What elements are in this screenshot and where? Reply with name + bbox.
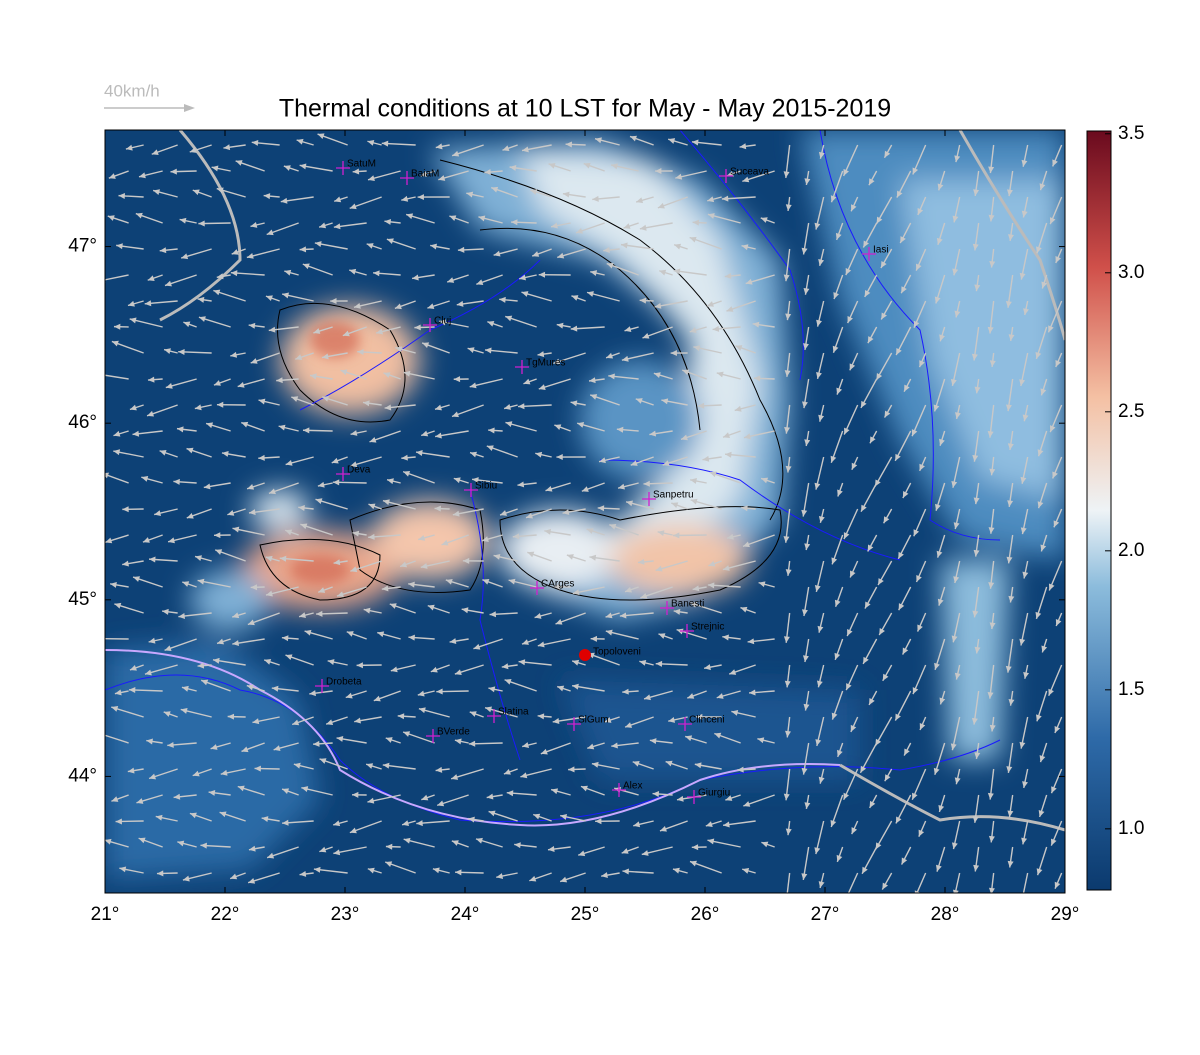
wind-arrowhead (784, 900, 790, 907)
map-area (95, 130, 1065, 906)
x-tick-label: 25° (571, 904, 600, 925)
colorbar (1087, 131, 1111, 890)
city-label: Drobeta (326, 677, 362, 688)
wind-arrowhead (96, 636, 102, 642)
wind-arrowhead (95, 372, 102, 378)
y-tick-label: 47° (68, 236, 97, 257)
x-tick-label: 29° (1051, 904, 1080, 925)
city-label: Slatina (498, 707, 529, 718)
x-tick-label: 27° (811, 904, 840, 925)
x-tick-label: 22° (211, 904, 240, 925)
y-tick-label: 46° (68, 412, 97, 433)
wind-arrowhead (97, 732, 104, 738)
city-label: Sanpetru (653, 490, 694, 501)
x-tick-label: 23° (331, 904, 360, 925)
city-label: Sibiu (475, 481, 497, 492)
wind-arrowhead (1020, 895, 1026, 902)
city-label: TgMures (526, 358, 565, 369)
wind-legend-label: 40km/h (104, 81, 160, 100)
colorbar-tick-label: 1.0 (1118, 818, 1144, 839)
colorbar-tick-label: 3.0 (1118, 262, 1144, 283)
city-label: Iasi (873, 245, 889, 256)
city-label: BaiaM (411, 169, 439, 180)
x-tick-label: 24° (451, 904, 480, 925)
city-label: Giurgiu (698, 788, 730, 799)
city-label: Cluj (434, 316, 451, 327)
city-label: BVerde (437, 727, 470, 738)
city-label: Deva (347, 465, 371, 476)
site-marker (579, 649, 591, 661)
site-label: Topoloveni (593, 647, 641, 658)
colorbar-tick-label: 3.5 (1118, 123, 1144, 144)
y-tick-label: 45° (68, 589, 97, 610)
title: Thermal conditions at 10 LST for May - M… (279, 95, 891, 123)
city-label: Suceava (730, 167, 769, 178)
city-label: SlGum (578, 715, 609, 726)
city-label: Clinceni (689, 715, 725, 726)
x-tick-label: 21° (91, 904, 120, 925)
city-label: Alex (623, 781, 642, 792)
x-tick-label: 28° (931, 904, 960, 925)
colorbar-tick-label: 1.5 (1118, 679, 1144, 700)
city-label: Banesti (671, 599, 704, 610)
city-label: Strejnic (691, 622, 724, 633)
colorbar-tick-label: 2.5 (1118, 401, 1144, 422)
wind-arrowhead (845, 894, 850, 901)
x-tick-label: 26° (691, 904, 720, 925)
y-tick-label: 44° (68, 765, 97, 786)
city-label: CArges (541, 579, 574, 590)
city-label: SatuM (347, 159, 376, 170)
wind-legend-arrowhead (184, 104, 195, 112)
colorbar-tick-label: 2.0 (1118, 540, 1144, 561)
